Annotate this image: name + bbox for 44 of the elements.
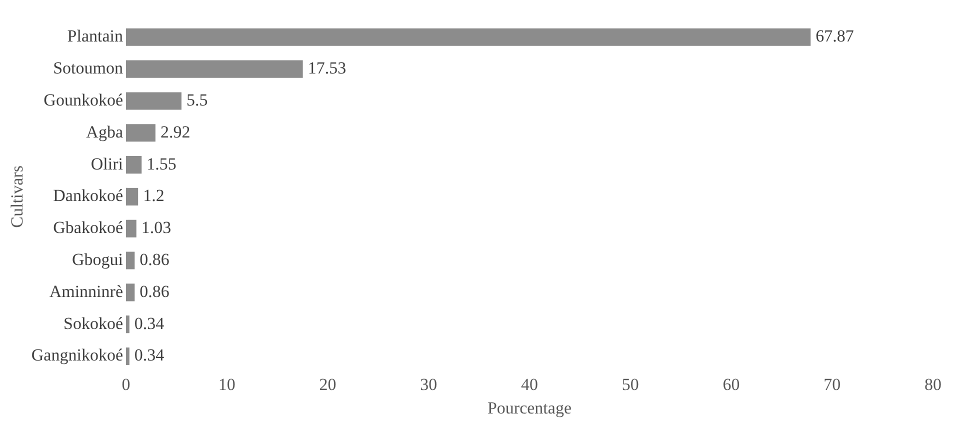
bar [126, 347, 130, 366]
y-tick-label: Agba [86, 122, 124, 142]
data-label: 67.87 [816, 26, 854, 46]
x-tick-label: 40 [520, 374, 538, 394]
y-tick-label: Sotoumon [53, 58, 124, 78]
y-tick-label: Dankokoé [53, 186, 123, 206]
bar [126, 92, 182, 110]
bar [126, 124, 156, 142]
bar [126, 316, 130, 334]
data-label: 0.34 [134, 346, 165, 365]
bar [126, 28, 811, 46]
x-tick-label: 30 [420, 374, 438, 394]
y-tick-label: Gangnikokoé [31, 346, 123, 365]
bar [126, 156, 142, 174]
y-tick-label: Gounkokoé [44, 90, 123, 110]
x-tick-label: 70 [824, 374, 841, 394]
data-label: 1.03 [141, 218, 172, 238]
x-tick-label: 20 [319, 374, 336, 394]
y-tick-label: Plantain [67, 26, 124, 46]
bar [126, 60, 303, 78]
data-label: 1.2 [143, 186, 164, 206]
data-label: 2.92 [160, 122, 190, 142]
y-tick-label: Sokokoé [63, 314, 123, 333]
x-tick-label: 50 [622, 374, 639, 394]
y-tick-label: Gbakokoé [53, 218, 123, 238]
x-tick-label: 0 [122, 374, 130, 394]
bar [126, 220, 136, 238]
x-axis-title: Pourcentage [487, 398, 572, 418]
data-label: 17.53 [308, 58, 346, 78]
x-tick-label: 60 [722, 374, 740, 394]
y-tick-label: Gbogui [72, 250, 124, 269]
y-tick-label: Aminninrè [49, 282, 123, 301]
data-label: 0.86 [140, 250, 170, 269]
x-tick-label: 80 [924, 374, 942, 394]
y-axis-title: Cultivars [8, 166, 27, 228]
data-label: 1.55 [146, 154, 176, 174]
bar [126, 284, 135, 302]
data-label: 0.86 [140, 282, 170, 301]
y-tick-label: Oliri [90, 154, 124, 174]
data-label: 5.5 [186, 90, 208, 110]
x-tick-label: 10 [218, 374, 236, 394]
data-label: 0.34 [134, 314, 165, 333]
bar [126, 188, 138, 206]
bar [126, 252, 135, 270]
